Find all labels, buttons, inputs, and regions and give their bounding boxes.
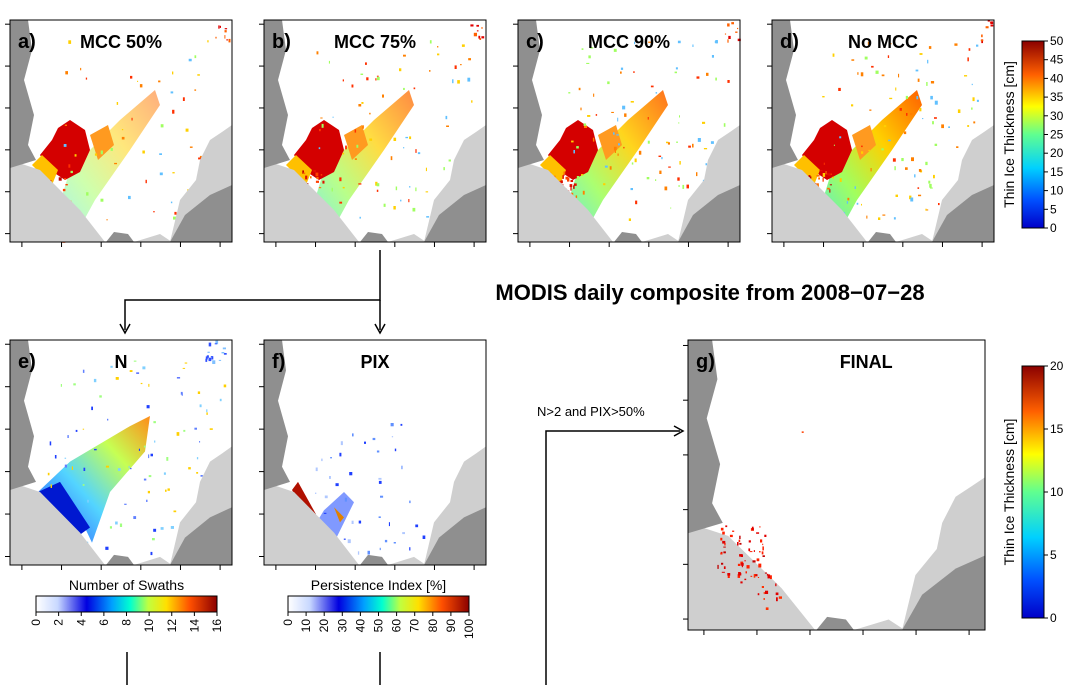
colorbar-tick-label: 20	[1050, 359, 1064, 373]
colorbar-tick-label: 20	[317, 619, 331, 633]
map-panel-f: f) PIX	[259, 339, 487, 570]
panel-title: N	[115, 352, 128, 372]
colorbar-tick-label: 90	[444, 619, 458, 633]
colorbar-persistence: Persistence Index [%] 0 10 20 30 40 50 60 70 80 90…	[281, 577, 476, 639]
colorbar-title: Thin Ice Thickness [cm]	[1001, 419, 1017, 566]
flow-arrows	[119, 250, 685, 685]
panel-title: MCC 75%	[334, 32, 416, 52]
colorbar-tick-label: 25	[1050, 128, 1064, 142]
colorbar-thickness-final: 0 5 10 15 20 Thin Ice Thickness [cm]	[1001, 359, 1064, 625]
map-panel-e: e) N	[5, 339, 233, 570]
panel-title: MCC 50%	[80, 32, 162, 52]
colorbar-title: Number of Swaths	[69, 577, 184, 593]
colorbar-tick-label: 2	[52, 619, 66, 626]
colorbar-tick-label: 40	[353, 619, 367, 633]
colorbar-tick-label: 14	[187, 619, 201, 633]
colorbar-tick-label: 10	[142, 619, 156, 633]
colorbar-tick-label: 4	[74, 619, 88, 626]
colorbar-tick-label: 30	[335, 619, 349, 633]
colorbar-tick-label: 70	[408, 619, 422, 633]
figure-title: MODIS daily composite from 2008−07−28	[495, 280, 924, 305]
panel-label: e)	[18, 351, 36, 373]
panel-title: No MCC	[848, 32, 918, 52]
panel-title: FINAL	[840, 352, 893, 372]
colorbar-title: Persistence Index [%]	[311, 577, 446, 593]
map-panel-d: d) No MCC	[767, 19, 995, 247]
colorbar-tick-label: 10	[1050, 485, 1064, 499]
panel-label: g)	[696, 351, 715, 373]
colorbar-tick-label: 45	[1050, 53, 1064, 67]
colorbar-tick-label: 0	[281, 619, 295, 626]
colorbar-tick-label: 8	[120, 619, 134, 626]
map-panel-b: b) MCC 75%	[259, 19, 487, 247]
map-panel-c: c) MCC 90%	[513, 19, 741, 247]
colorbar-tick-label: 80	[426, 619, 440, 633]
colorbar-thickness-top: 0 5 10 15 20 25 30 35 40 45 50 Thin Ice Thickness […	[1001, 34, 1064, 235]
colorbar-tick-label: 20	[1050, 146, 1064, 160]
panel-label: a)	[18, 31, 36, 53]
map-panel-g: g) FINAL	[683, 339, 986, 635]
panel-label: d)	[780, 31, 799, 53]
colorbar-tick-label: 60	[390, 619, 404, 633]
colorbar-tick-label: 0	[29, 619, 43, 626]
colorbar-tick-label: 12	[165, 619, 179, 633]
colorbar-title: Thin Ice Thickness [cm]	[1001, 61, 1017, 208]
colorbar-tick-label: 100	[462, 619, 476, 639]
colorbar-swaths: Number of Swaths 0 2 4 6 8 10 12 14 16	[29, 577, 224, 632]
panel-label: f)	[272, 351, 285, 373]
colorbar-tick-label: 50	[1050, 34, 1064, 48]
colorbar-tick-label: 10	[1050, 184, 1064, 198]
colorbar-tick-label: 0	[1050, 611, 1057, 625]
panel-label: c)	[526, 31, 544, 53]
colorbar-tick-label: 10	[299, 619, 313, 633]
colorbar-tick-label: 35	[1050, 90, 1064, 104]
colorbar-tick-label: 6	[97, 619, 111, 626]
panel-label: b)	[272, 31, 291, 53]
map-panel-a: a) MCC 50%	[5, 19, 233, 247]
colorbar-tick-label: 30	[1050, 109, 1064, 123]
colorbar-tick-label: 5	[1050, 548, 1057, 562]
colorbar-tick-label: 15	[1050, 165, 1064, 179]
condition-label: N>2 and PIX>50%	[537, 404, 645, 419]
colorbar-tick-label: 16	[210, 619, 224, 633]
colorbar-tick-label: 50	[372, 619, 386, 633]
colorbar-tick-label: 40	[1050, 71, 1064, 85]
colorbar-tick-label: 5	[1050, 202, 1057, 216]
colorbar-tick-label: 15	[1050, 422, 1064, 436]
panel-title: PIX	[360, 352, 389, 372]
panel-title: MCC 90%	[588, 32, 670, 52]
colorbar-tick-label: 0	[1050, 221, 1057, 235]
